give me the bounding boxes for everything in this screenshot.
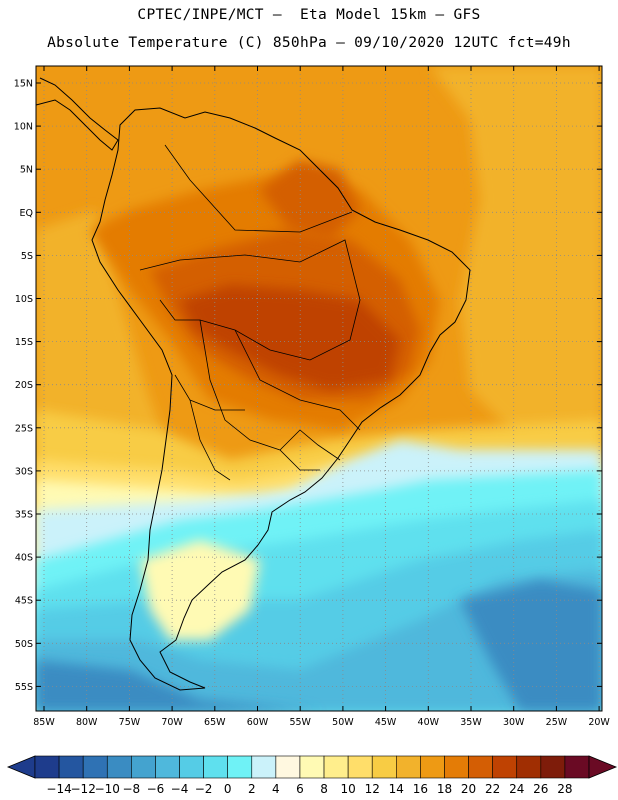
- temperature-field: [36, 66, 602, 711]
- colorbar-label: 14: [389, 782, 404, 796]
- colorbar-label: 20: [461, 782, 476, 796]
- chart-subtitle: Absolute Temperature (C) 850hPa – 09/10/…: [47, 35, 571, 51]
- lon-label: 25W: [546, 717, 568, 728]
- lat-label: 50S: [15, 639, 33, 650]
- lon-label: 50W: [332, 717, 354, 728]
- colorbar-swatch: [564, 755, 590, 779]
- lat-label: 20S: [15, 380, 33, 391]
- colorbar-label: −6: [147, 782, 165, 796]
- lon-label: 65W: [204, 717, 226, 728]
- colorbar-label: −10: [95, 782, 120, 796]
- lon-label: 45W: [375, 717, 397, 728]
- field-26: [180, 285, 400, 390]
- field-16-atlantic: [430, 66, 602, 470]
- south-america-coastline: [91, 107, 471, 691]
- field-minus6-east: [460, 580, 602, 711]
- colorbar-swatch: [58, 755, 84, 779]
- colorbar-label: 18: [437, 782, 452, 796]
- lat-label: 40S: [15, 553, 33, 564]
- colorbar-label: 2: [248, 782, 256, 796]
- colorbar-label: −4: [171, 782, 189, 796]
- chart-title: CPTEC/INPE/MCT – Eta Model 15km – GFS: [137, 7, 481, 23]
- colorbar-swatch: [371, 755, 397, 779]
- country-borders: [139, 144, 361, 481]
- lat-label: 15S: [15, 337, 33, 348]
- map-frame: [35, 65, 603, 712]
- colorbar-swatch: [203, 755, 228, 779]
- lon-label: 70W: [161, 717, 183, 728]
- lat-label: EQ: [20, 208, 33, 219]
- colorbar-label: 26: [533, 782, 548, 796]
- latitude-labels: 15N 10N 5N EQ 5S 10S 15S 20S 25S 30S 35S 40S 45S 50S 5…: [14, 79, 602, 693]
- lat-label: 10S: [15, 294, 33, 305]
- colorbar-swatch: [34, 755, 60, 779]
- lat-label: 10N: [14, 122, 33, 133]
- colorbar-swatch: [251, 755, 277, 779]
- lat-label: 5S: [21, 251, 33, 262]
- colorbar-label: 12: [365, 782, 380, 796]
- lat-label: 15N: [14, 79, 33, 90]
- colorbar-label: 16: [413, 782, 428, 796]
- colorbar-swatch: [82, 755, 108, 779]
- colorbar-label: 10: [340, 782, 355, 796]
- colorbar-swatch: [396, 755, 421, 779]
- field-16-pacific: [36, 210, 170, 480]
- central-america-coastline: [36, 77, 119, 151]
- colorbar-swatch: [323, 755, 349, 779]
- longitude-labels: 85W 80W 75W 70W 65W 60W 55W 50W 45W 40W 35W 30W 25W 2…: [33, 66, 610, 728]
- colorbar-swatch: [131, 755, 156, 779]
- field-minus6: [36, 660, 320, 711]
- colorbar-label: −14: [46, 782, 71, 796]
- colorbar-label: 4: [272, 782, 280, 796]
- coastlines: [36, 77, 471, 691]
- colorbar-swatch: [492, 755, 518, 779]
- colorbar-swatch: [179, 755, 204, 779]
- colorbar: −14−12−10 −8 −6 −4 −2 0 2 4 6 8 10 12 14 16 18 20 22 24 26…: [6, 755, 618, 796]
- colorbar-swatch: [540, 755, 566, 779]
- lon-label: 35W: [460, 717, 482, 728]
- lon-label: 80W: [76, 717, 98, 728]
- colorbar-label: −12: [71, 782, 96, 796]
- colorbar-swatch: [275, 755, 301, 779]
- lon-label: 75W: [119, 717, 141, 728]
- lon-label: 20W: [588, 717, 610, 728]
- colorbar-label: −2: [195, 782, 213, 796]
- colorbar-swatch: [347, 755, 373, 779]
- colorbar-label: 24: [509, 782, 524, 796]
- lat-label: 45S: [15, 596, 33, 607]
- lat-label: 25S: [15, 423, 33, 434]
- colorbar-swatch: [516, 755, 542, 779]
- lon-label: 85W: [33, 717, 55, 728]
- colorbar-swatch: [468, 755, 493, 779]
- colorbar-swatch: [106, 755, 132, 779]
- field-patagonia: [140, 540, 260, 640]
- lon-label: 40W: [418, 717, 440, 728]
- colorbar-label: 6: [296, 782, 304, 796]
- field-24-north: [260, 160, 360, 240]
- colorbar-label: −8: [122, 782, 140, 796]
- colorbar-swatch: [299, 755, 325, 779]
- colorbar-swatch: [155, 755, 180, 779]
- lon-label: 60W: [247, 717, 269, 728]
- colorbar-label: 28: [557, 782, 572, 796]
- colorbar-label: 22: [485, 782, 500, 796]
- lon-label: 30W: [503, 717, 525, 728]
- colorbar-arrow-left: [6, 755, 36, 779]
- colorbar-label: 0: [224, 782, 232, 796]
- lat-label: 35S: [15, 510, 33, 521]
- colorbar-label: 8: [320, 782, 328, 796]
- colorbar-swatch: [444, 755, 469, 779]
- colorbar-swatch: [420, 755, 445, 779]
- colorbar-swatch: [227, 755, 253, 779]
- colorbar-arrow-right: [588, 755, 618, 779]
- lon-label: 55W: [289, 717, 311, 728]
- lat-label: 5N: [20, 165, 33, 176]
- lat-label: 30S: [15, 466, 33, 477]
- lat-label: 55S: [15, 682, 33, 693]
